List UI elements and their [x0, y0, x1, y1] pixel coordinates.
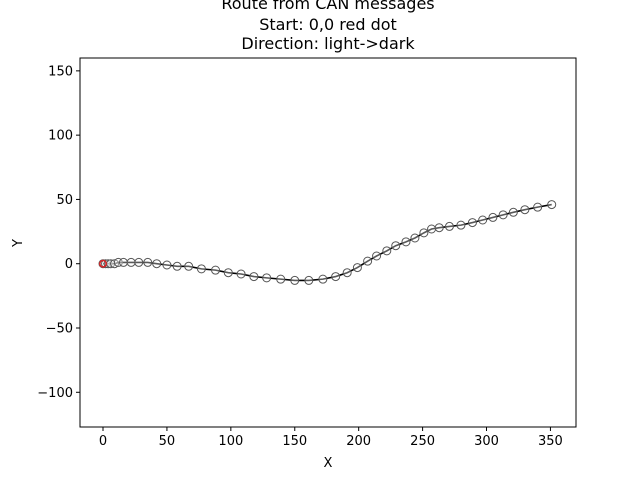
route-point [172, 261, 182, 271]
route-point [498, 210, 508, 220]
route-point [444, 221, 454, 231]
title-line-1: Route from CAN messages [221, 0, 434, 13]
y-axis-ticks: −100 −50 0 50 100 150 [37, 64, 80, 401]
title-line-2: Start: 0,0 red dot [259, 15, 397, 34]
y-tick-label: 150 [48, 64, 73, 79]
route-point [196, 264, 206, 274]
plot-area [79, 57, 577, 428]
x-tick-label: 300 [474, 434, 499, 449]
route-point [290, 275, 300, 285]
x-tick-label: 250 [410, 434, 435, 449]
route-point [262, 273, 272, 283]
route-point [143, 257, 153, 267]
route-point [126, 257, 136, 267]
y-axis-label: Y [11, 239, 26, 248]
route-point [508, 207, 518, 217]
route-point [152, 259, 162, 269]
route-point [304, 275, 314, 285]
x-axis-ticks: 0 50 100 150 200 250 300 350 [99, 427, 563, 449]
route-point [276, 274, 286, 284]
route-point [456, 220, 466, 230]
y-tick-label: 100 [48, 129, 73, 144]
route-point [372, 251, 382, 261]
y-tick-label: 50 [56, 193, 73, 208]
y-tick-label: −100 [37, 386, 73, 401]
route-point [410, 233, 420, 243]
y-tick-label: 0 [65, 257, 73, 272]
route-point [118, 257, 128, 267]
route-point [520, 205, 530, 215]
route-point [427, 224, 437, 234]
route-point [318, 274, 328, 284]
route-point [547, 200, 557, 210]
route-point [478, 215, 488, 225]
x-tick-label: 200 [346, 434, 371, 449]
route-point [434, 223, 444, 233]
title-line-3: Direction: light->dark [241, 34, 415, 53]
start-point-marker [99, 259, 108, 268]
route-point [331, 272, 341, 282]
route-point [134, 257, 144, 267]
x-tick-label: 0 [99, 434, 107, 449]
route-point [488, 212, 498, 222]
y-tick-label: −50 [46, 322, 73, 337]
route-point [391, 241, 401, 251]
x-tick-label: 150 [282, 434, 307, 449]
x-tick-label: 350 [538, 434, 563, 449]
route-point [162, 260, 172, 270]
route-point [419, 228, 429, 238]
route-point [184, 261, 194, 271]
route-point [533, 202, 543, 212]
route-point [382, 246, 392, 256]
x-tick-label: 50 [159, 434, 176, 449]
route-point [363, 256, 373, 266]
route-point [342, 268, 352, 278]
route-point [467, 218, 477, 228]
x-tick-label: 100 [218, 434, 243, 449]
route-point [223, 268, 233, 278]
x-axis-label: X [324, 456, 333, 471]
chart-title: Route from CAN messages Start: 0,0 red d… [221, 0, 434, 53]
route-point [249, 272, 259, 282]
route-point [352, 263, 362, 273]
plot-frame [79, 57, 577, 428]
route-point [236, 269, 246, 279]
route-point [401, 237, 411, 247]
route-point [211, 265, 221, 275]
